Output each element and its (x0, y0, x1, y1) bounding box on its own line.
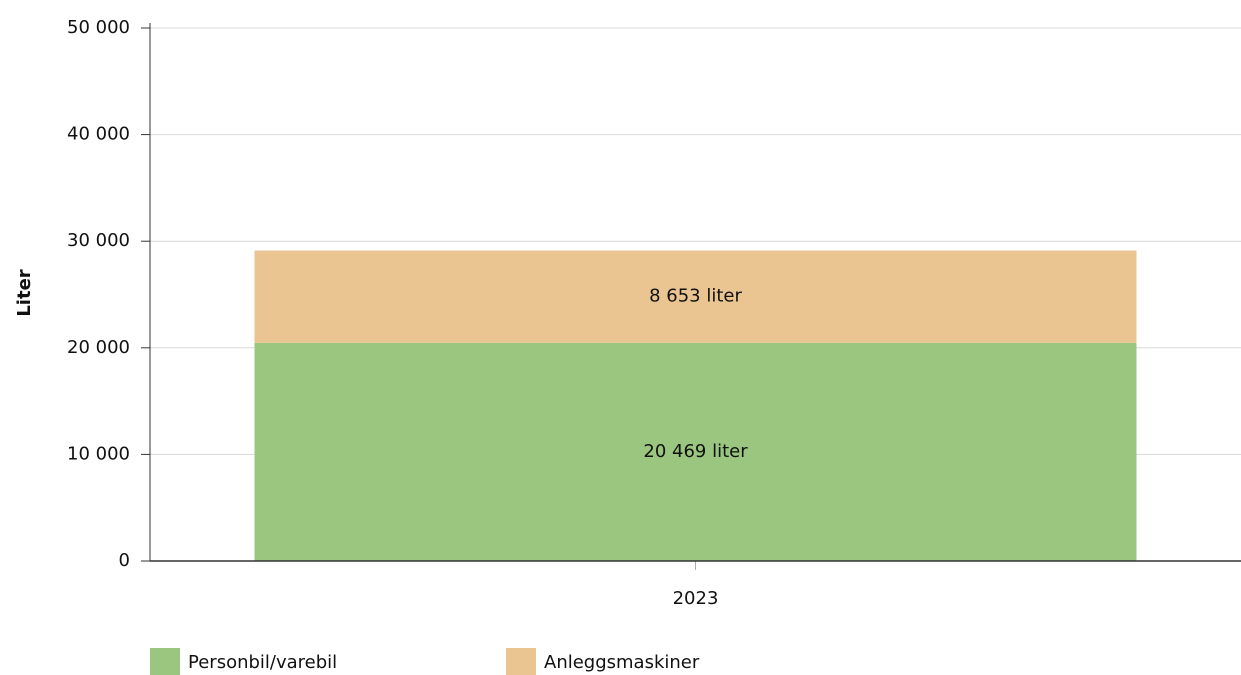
data-label: 8 653 liter (649, 286, 742, 307)
legend-label: Anleggsmaskiner (544, 652, 700, 673)
legend-label: Personbil/varebil (188, 652, 337, 673)
y-tick-label: 50 000 (67, 17, 130, 38)
legend-swatch (506, 648, 536, 675)
legend-swatch (150, 648, 180, 675)
y-tick-label: 0 (119, 550, 130, 571)
y-tick-label: 10 000 (67, 443, 130, 464)
x-tick-label: 2023 (673, 588, 719, 609)
bar-segment (254, 342, 1137, 561)
y-axis-label: Liter (14, 269, 35, 316)
y-tick-label: 30 000 (67, 230, 130, 251)
data-label: 20 469 liter (643, 441, 748, 462)
y-tick-label: 20 000 (67, 337, 130, 358)
y-tick-label: 40 000 (67, 124, 130, 145)
bar-segment (254, 250, 1137, 343)
